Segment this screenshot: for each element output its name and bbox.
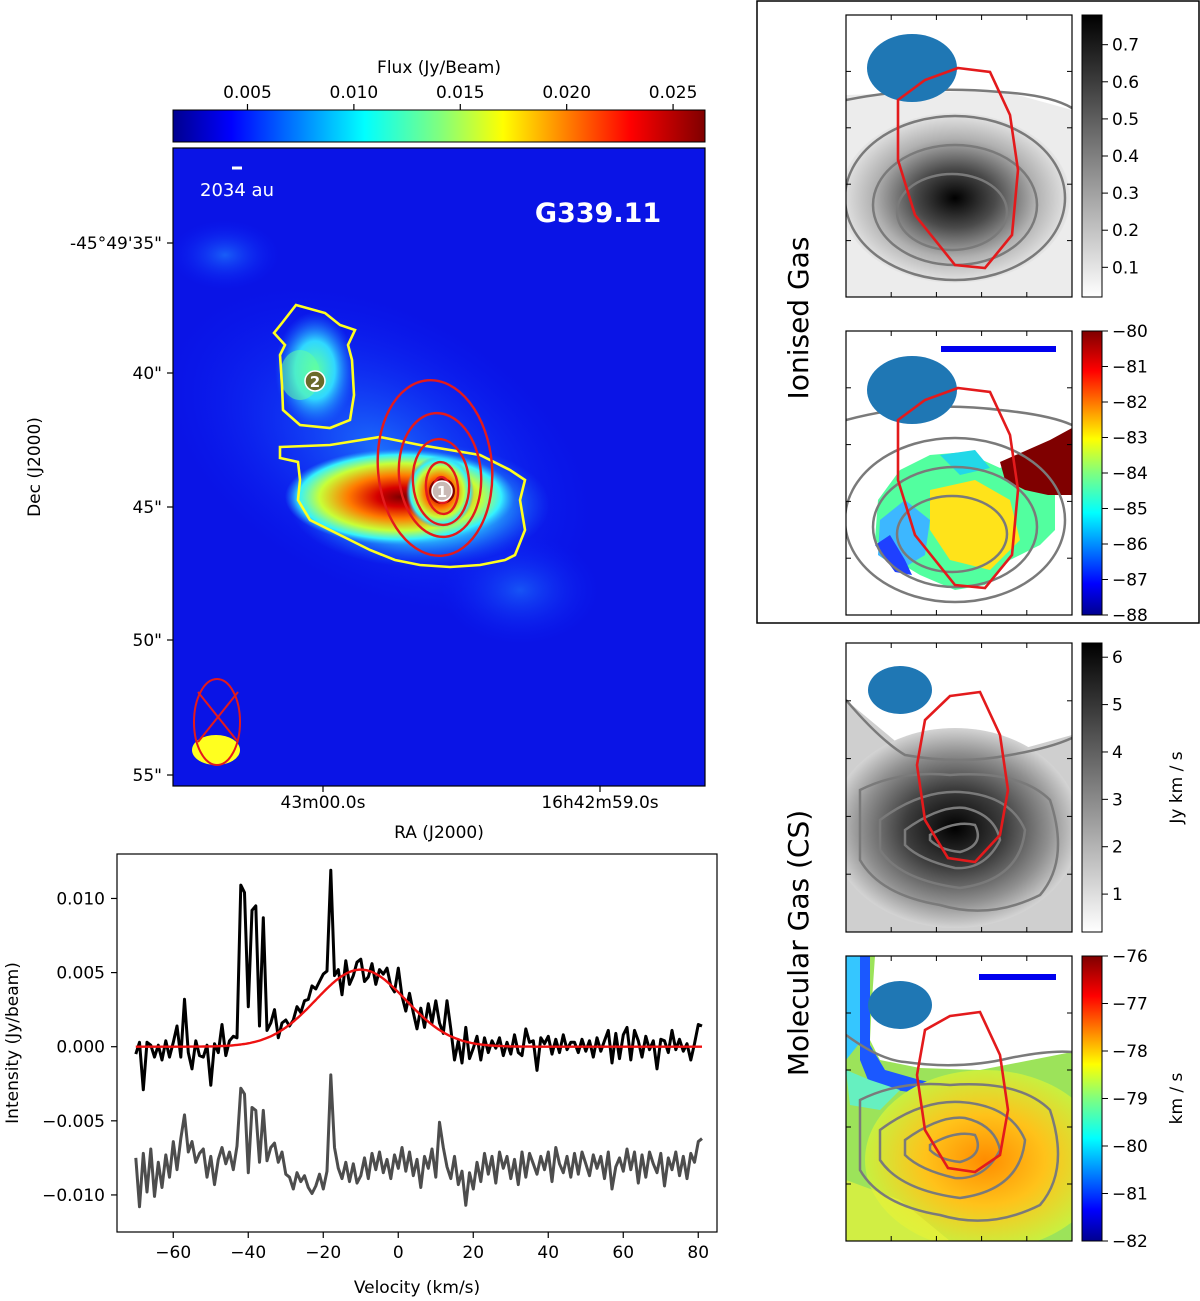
source-label-1: 1	[437, 483, 447, 501]
continuum-map: 1 2 2034 au G339.11 -45°49'35" 40" 45" 50" 5…	[25, 147, 706, 843]
panel-colorbar-tick-label: −83	[1112, 429, 1148, 449]
panel-colorbar-tick-label: 6	[1112, 648, 1123, 668]
molecular-velocity-image	[846, 956, 1072, 1241]
colorbar-tick-label: 0.015	[436, 83, 485, 103]
map-ytick-label: 50"	[133, 631, 162, 651]
source-label-2: 2	[310, 373, 320, 391]
spectrum-xtick-label: 0	[393, 1243, 404, 1263]
molecular-intensity-colorbar	[1081, 642, 1103, 933]
spectrum-ytick-label: 0.000	[56, 1038, 105, 1058]
spectrum-series-2	[135, 968, 702, 1048]
ionised-box	[756, 0, 1200, 624]
map-ytick-label: 45"	[133, 498, 162, 518]
panel-colorbar-tick-label: −77	[1112, 995, 1148, 1015]
molecular-intensity-image	[846, 643, 1072, 932]
colorbar-gradient	[172, 109, 706, 143]
map-image	[173, 148, 705, 786]
panel-colorbar-tick-label: 0.3	[1112, 184, 1139, 204]
colorbar-tick-label: 0.020	[542, 83, 591, 103]
panel-colorbar-tick-label: −82	[1112, 1232, 1148, 1252]
spectrum-ytick-label: −0.005	[42, 1112, 105, 1132]
panel-colorbar-tick-label: −87	[1112, 571, 1148, 591]
ionised-scale-bar	[941, 346, 1056, 352]
map-ylabel: Dec (J2000)	[25, 417, 45, 517]
map-axis-ticks: -45°49'35" 40" 45" 50" 55" 43m00.0s 16h42m59.0…	[70, 234, 659, 813]
spectrum-ytick-label: −0.010	[42, 1186, 105, 1206]
molecular-velocity-colorbar	[1081, 955, 1103, 1242]
beam-symbols	[192, 678, 241, 766]
molecular-velocity-panel: −76 −77 −78 −79 −80 −81 −82 km / s	[845, 947, 1187, 1252]
molecular-scale-bar	[979, 974, 1056, 980]
panel-colorbar-tick-label: 3	[1112, 790, 1123, 810]
panel-colorbar-tick-label: 0.5	[1112, 110, 1139, 130]
spectrum-xtick-label: 20	[462, 1243, 484, 1263]
map-ytick-label: -45°49'35"	[70, 234, 162, 254]
panel-colorbar-tick-label: −85	[1112, 500, 1148, 520]
map-xlabel: RA (J2000)	[394, 823, 484, 843]
map-ytick-label: 55"	[133, 766, 162, 786]
scale-bar-label: 2034 au	[200, 180, 274, 201]
spectrum-xtick-label: −40	[230, 1243, 266, 1263]
panel-colorbar-tick-label: −81	[1112, 358, 1148, 378]
source-marker-2: 2	[304, 370, 326, 392]
panel-colorbar-tick-label: −86	[1112, 535, 1148, 555]
panel-colorbar-tick-label: −81	[1112, 1185, 1148, 1205]
spectrum-panel: −60 −40 −20 0 20 40 60 80 0.010 0.005 0.000 −0.005 −…	[3, 853, 718, 1298]
panel-colorbar-tick-label: 0.1	[1112, 258, 1139, 278]
ionised-intensity-image	[846, 15, 1072, 297]
panel-colorbar-tick-label: 0.6	[1112, 73, 1139, 93]
ionised-velocity-panel: −80 −81 −82 −83 −84 −85 −86 −87 −88	[845, 322, 1148, 626]
panel-colorbar-tick-label: 0.4	[1112, 147, 1139, 167]
colorbar-tick-label: 0.010	[330, 83, 379, 103]
spectrum-axes: −60 −40 −20 0 20 40 60 80 0.010 0.005 0.000 −0.005 −…	[42, 889, 709, 1263]
colorbar-tick-label: 0.005	[223, 83, 272, 103]
panel-colorbar-tick-label: −76	[1112, 947, 1148, 967]
source-title: G339.11	[535, 198, 661, 229]
map-xtick-label: 16h42m59.0s	[541, 793, 658, 813]
panel-colorbar-label: Jy km / s	[1167, 751, 1187, 824]
spectrum-lines	[134, 868, 703, 1209]
spectrum-xtick-label: 60	[612, 1243, 634, 1263]
ionised-gas-label: Ionised Gas	[782, 237, 815, 400]
spectrum-ytick-label: 0.010	[56, 889, 105, 909]
panel-colorbar-tick-label: −78	[1112, 1042, 1148, 1062]
panel-colorbar-tick-label: −80	[1112, 322, 1148, 342]
panel-colorbar-tick-label: 5	[1112, 696, 1123, 716]
map-xtick-label: 43m00.0s	[281, 793, 366, 813]
panel-colorbar-tick-label: 4	[1112, 743, 1123, 763]
panel-colorbar-tick-label: −82	[1112, 393, 1148, 413]
map-ytick-label: 40"	[133, 364, 162, 384]
spectrum-ylabel: Intensity (Jy/beam)	[3, 962, 23, 1124]
panel-colorbar-tick-label: 2	[1112, 838, 1123, 858]
spectrum-series-1	[134, 1073, 703, 1209]
ionised-intensity-colorbar	[1081, 14, 1103, 298]
spectrum-ytick-label: 0.005	[56, 964, 105, 984]
molecular-gas-label: Molecular Gas (CS)	[782, 810, 815, 1076]
panel-colorbar-tick-label: −80	[1112, 1137, 1148, 1157]
panel-colorbar-tick-label: 0.7	[1112, 36, 1139, 56]
panel-colorbar-tick-label: −79	[1112, 1090, 1148, 1110]
spectrum-xtick-label: −60	[155, 1243, 191, 1263]
map-frame	[172, 147, 706, 787]
molecular-intensity-panel: 6 5 4 3 2 1 Jy km / s	[845, 642, 1187, 933]
ionised-intensity-panel: 0.7 0.6 0.5 0.4 0.3 0.2 0.1	[845, 14, 1139, 298]
panel-colorbar-tick-label: −88	[1112, 606, 1148, 626]
panel-colorbar-tick-label: 0.2	[1112, 221, 1139, 241]
spectrum-xtick-label: 40	[537, 1243, 559, 1263]
spectrum-xtick-label: 80	[687, 1243, 709, 1263]
source-marker-1: 1	[431, 480, 453, 502]
panel-colorbar-label: km / s	[1167, 1072, 1187, 1124]
colorbar-label: Flux (Jy/Beam)	[377, 58, 501, 78]
spectrum-series-0	[134, 868, 703, 1092]
ionised-velocity-image	[846, 331, 1072, 615]
main-colorbar: Flux (Jy/Beam) 0.005 0.010 0.015 0.020 0.025	[172, 58, 706, 143]
colorbar-ticks: 0.005 0.010 0.015 0.020 0.025	[223, 83, 697, 110]
ionised-velocity-colorbar	[1081, 330, 1103, 616]
colorbar-tick-label: 0.025	[649, 83, 698, 103]
panel-colorbar-tick-label: 1	[1112, 885, 1123, 905]
panel-colorbar-tick-label: −84	[1112, 464, 1148, 484]
spectrum-xlabel: Velocity (km/s)	[354, 1278, 480, 1298]
spectrum-xtick-label: −20	[305, 1243, 341, 1263]
